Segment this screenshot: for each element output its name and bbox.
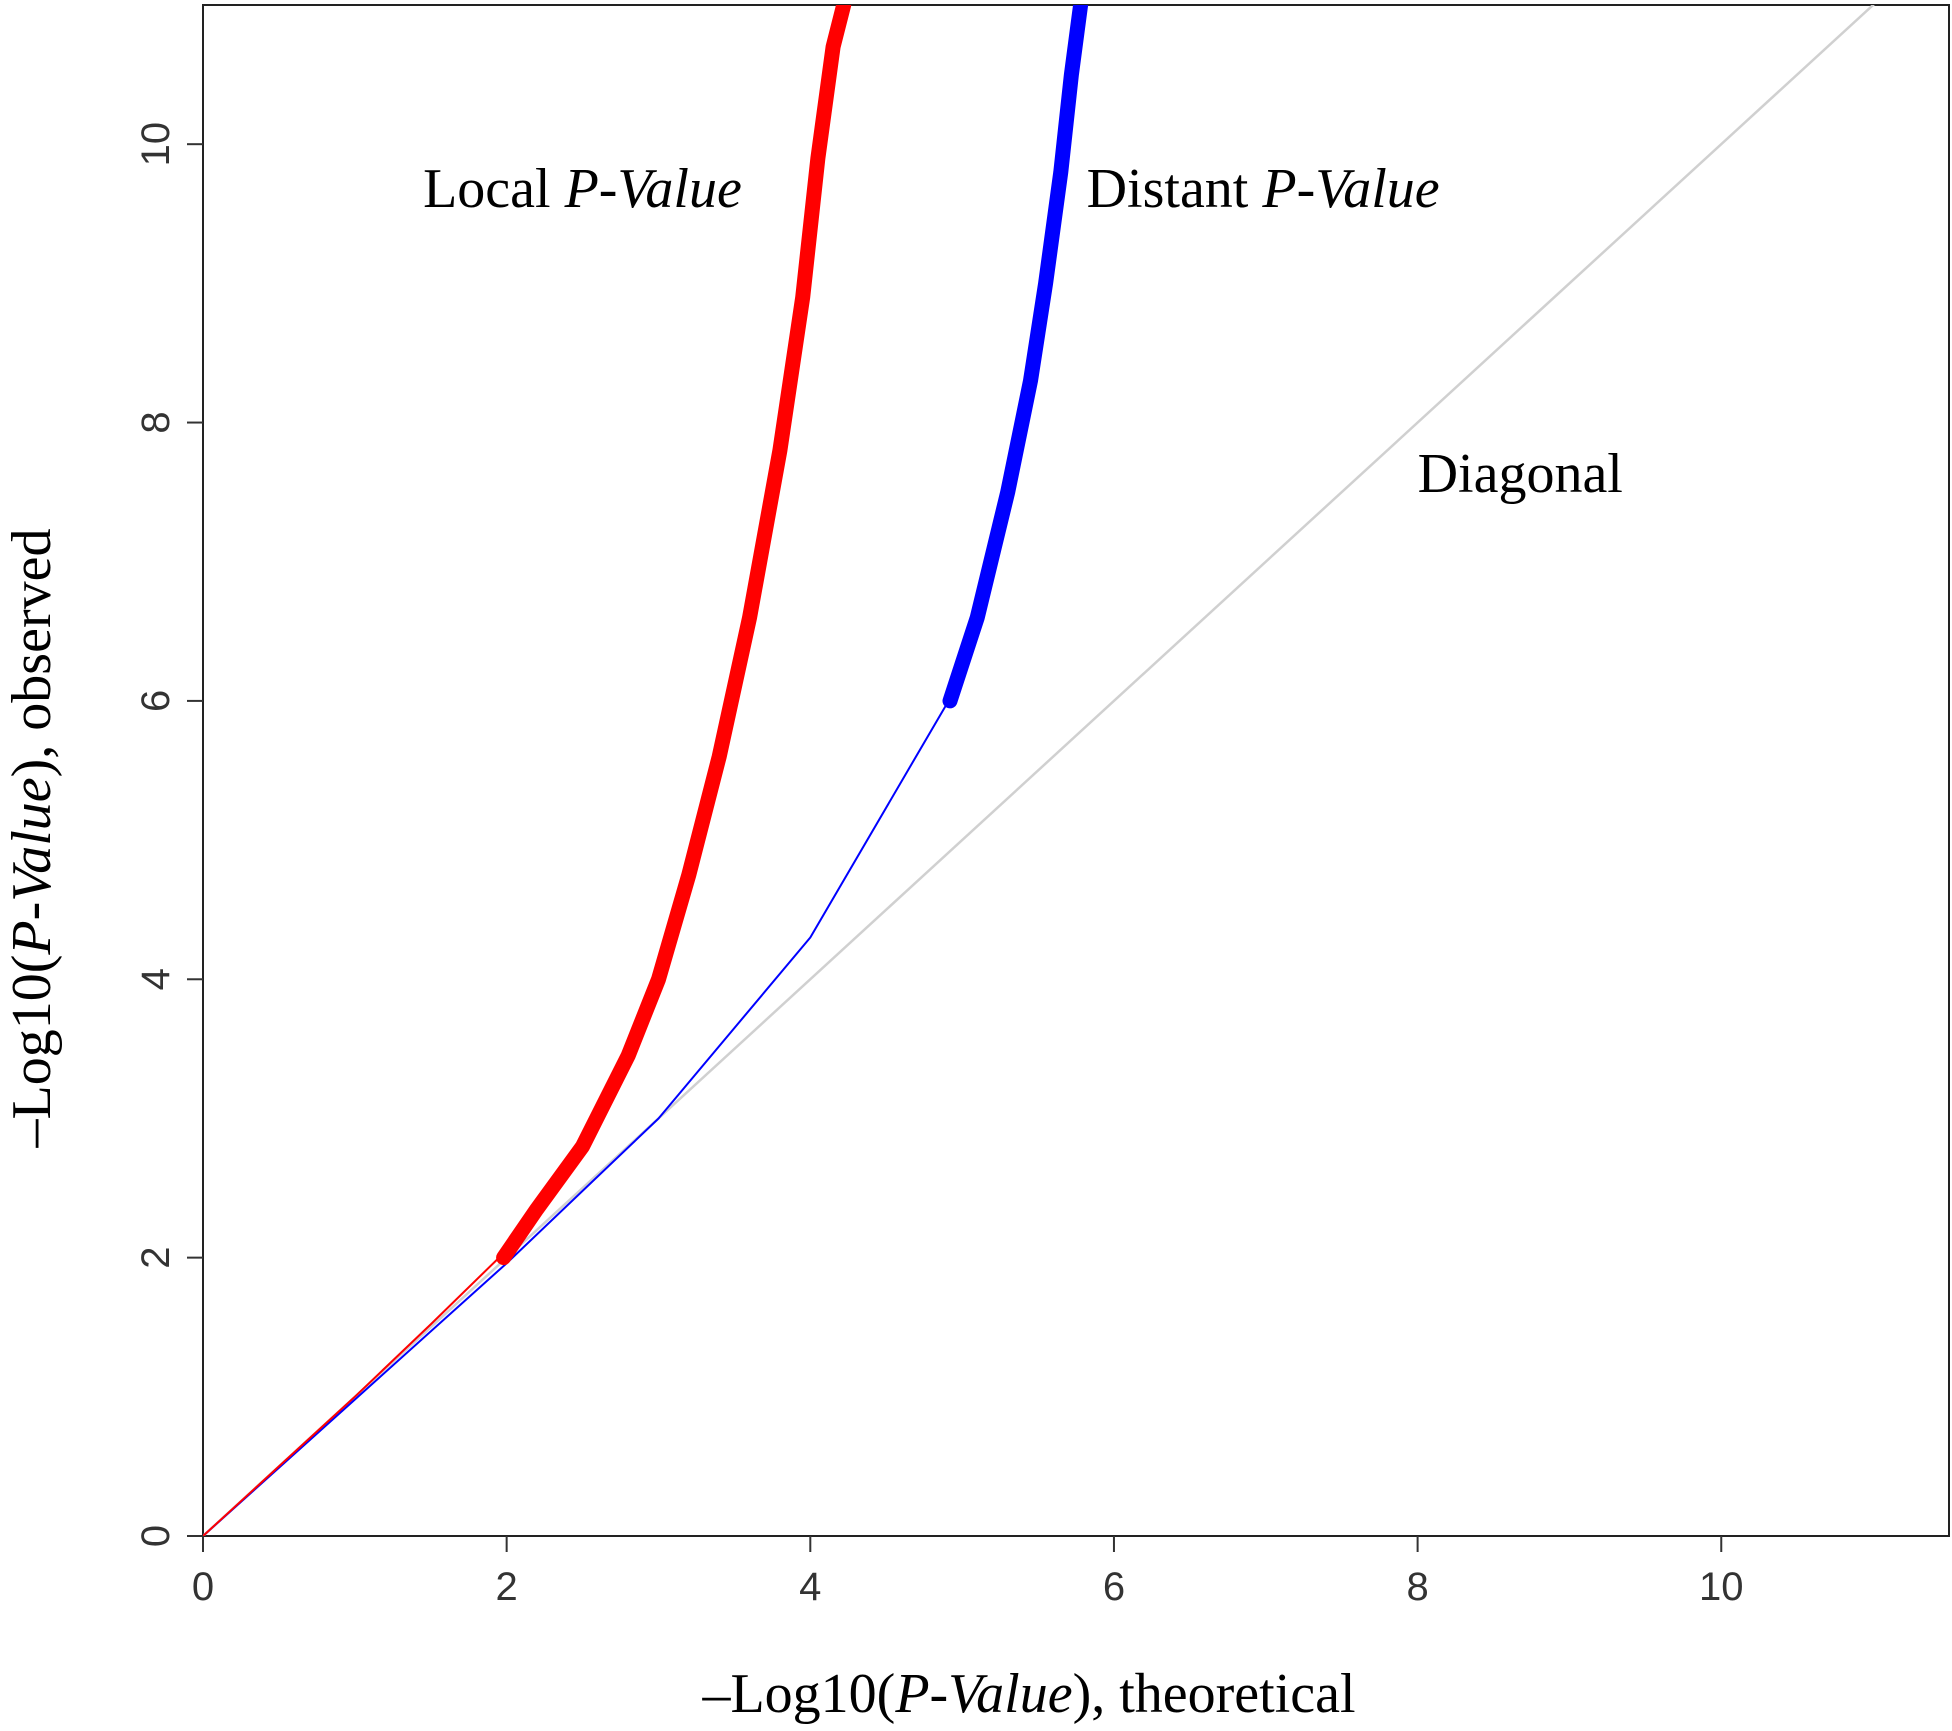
annotation-local: Local P-Value bbox=[423, 158, 742, 220]
x-tick-label-4: 8 bbox=[1406, 1565, 1428, 1609]
annotation-distant: Distant P-Value bbox=[1087, 158, 1440, 220]
annotation-layer: Local P-Value Distant P-Value Diagonal bbox=[423, 158, 1623, 505]
x-tick-label-1: 2 bbox=[496, 1565, 518, 1609]
x-tick-label-5: 10 bbox=[1699, 1565, 1744, 1609]
series-layer bbox=[203, 5, 1875, 1536]
annotation-diagonal: Diagonal bbox=[1418, 443, 1623, 505]
plot-border bbox=[202, 4, 1950, 1537]
x-tick-label-3: 6 bbox=[1103, 1565, 1125, 1609]
y-tick-label-3: 6 bbox=[134, 690, 178, 712]
series-diagonal-line bbox=[203, 5, 1875, 1536]
x-tick-label-2: 4 bbox=[799, 1565, 821, 1609]
x-tick-label-0: 0 bbox=[192, 1565, 214, 1609]
series-distant-tail bbox=[942, 5, 1089, 709]
y-tick-label-1: 2 bbox=[134, 1247, 178, 1269]
series-local-tail bbox=[496, 5, 852, 1266]
axis-layer: 0 2 4 6 8 10 0 2 4 6 8 10 bbox=[134, 122, 1744, 1609]
y-tick-label-5: 10 bbox=[134, 122, 178, 167]
y-axis-title: –Log10(P-Value), observed bbox=[1, 529, 63, 1149]
y-tick-label-0: 0 bbox=[134, 1525, 178, 1547]
series-local-line bbox=[203, 1256, 500, 1536]
y-tick-label-2: 4 bbox=[134, 968, 178, 990]
plot-frame bbox=[202, 4, 1950, 1537]
x-axis-title: –Log10(P-Value), theoretical bbox=[701, 1663, 1355, 1725]
y-tick-label-4: 8 bbox=[134, 411, 178, 433]
series-distant-line bbox=[203, 703, 948, 1536]
